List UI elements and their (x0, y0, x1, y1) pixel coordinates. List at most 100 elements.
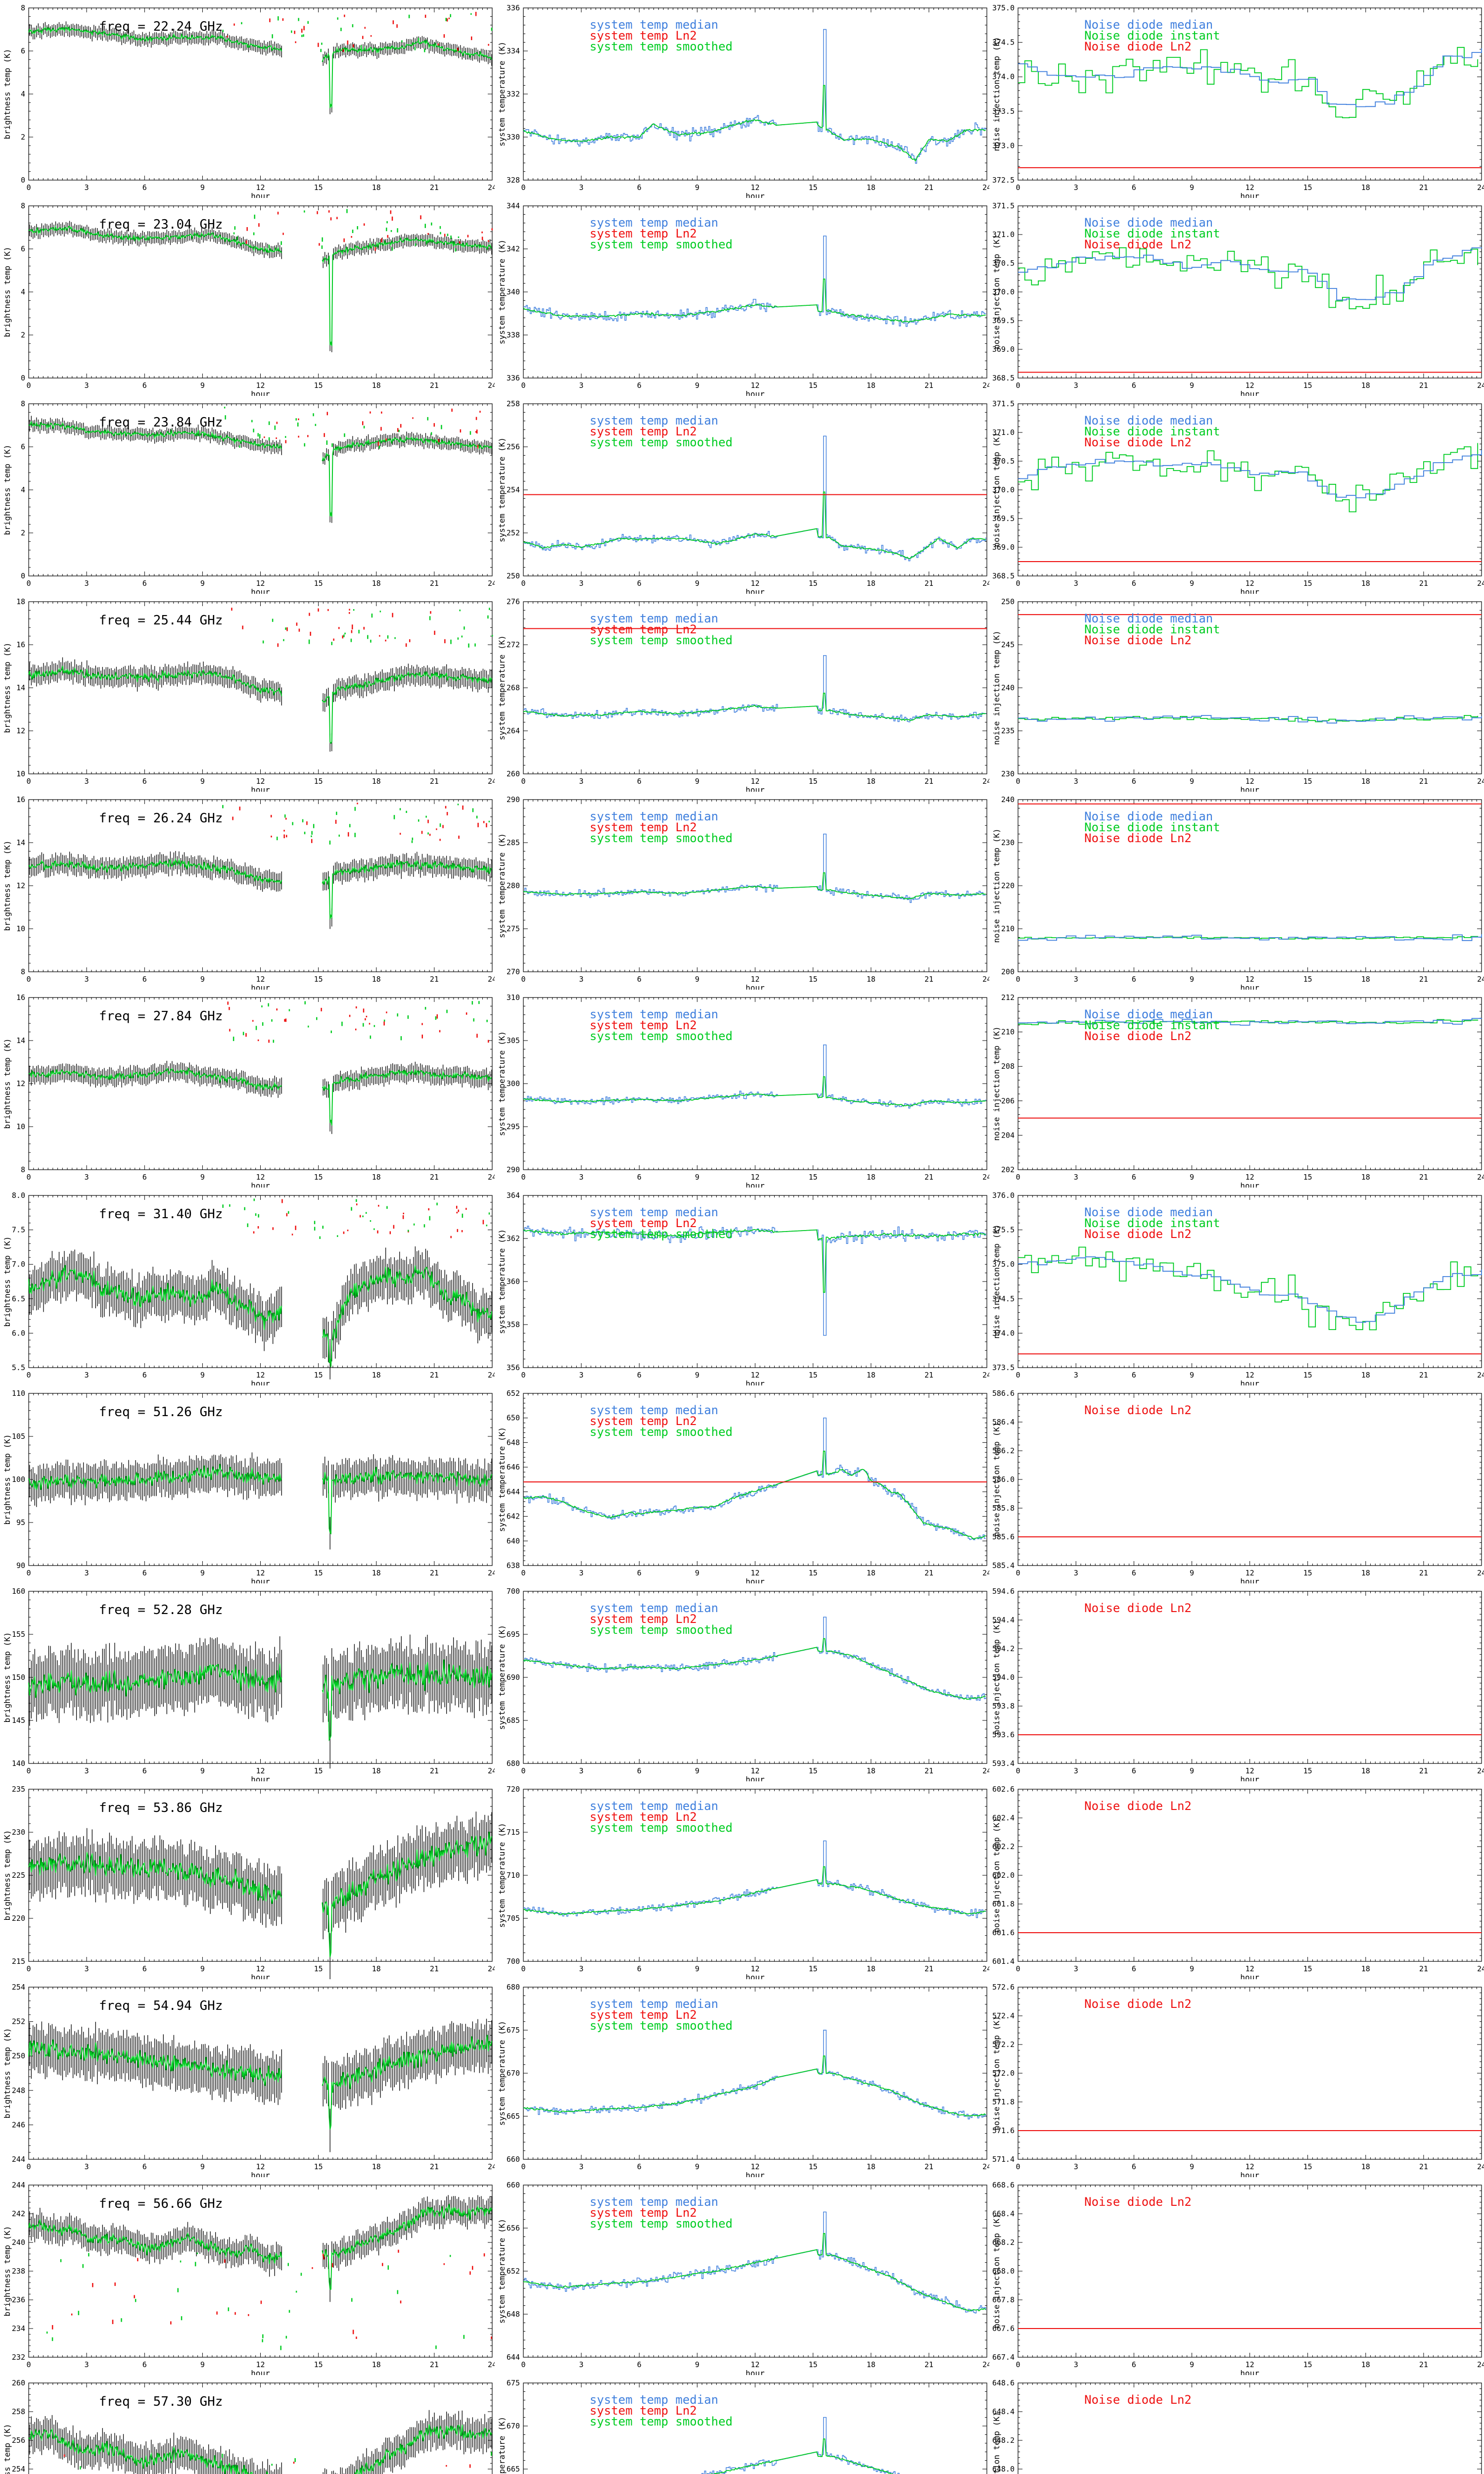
noise-diode-median-series (1018, 715, 1482, 724)
y-tick-label: 602.2 (992, 1842, 1015, 1851)
plot-row7-brightness-temp: 0 3 6 9 12 15 18 21 24 5.5 6.0 6.5 7.0 7.5 8.0 hour brig… (2, 1191, 497, 1388)
y-tick-label: 586.0 (992, 1475, 1015, 1484)
x-tick-label: 6 (142, 2162, 147, 2171)
plot-row3-system-temperature-cell: 0 3 6 9 12 15 18 21 24 250 252 254 256 258 hour system … (495, 396, 991, 597)
plot-row2-noise-injection-temp: 0 3 6 9 12 15 18 21 24 368.5 369.0 369.5 370.0 370.5 3… (992, 201, 1484, 399)
x-tick-label: 21 (430, 2162, 439, 2171)
x-tick-label: 9 (1190, 381, 1194, 390)
system-temp-smoothed-series (523, 1638, 986, 1700)
x-tick-label: 18 (372, 2360, 381, 2369)
y-tick-label: 8 (21, 1165, 25, 1174)
x-tick-label: 9 (1190, 1173, 1194, 1182)
y-tick-label: 594.6 (992, 1587, 1015, 1596)
legend-systemp-green: system temp smoothed (590, 831, 733, 845)
x-axis-title: hour (251, 1181, 270, 1188)
x-tick-label: 18 (372, 1766, 381, 1775)
x-tick-label: 18 (1361, 975, 1370, 984)
x-tick-label: 15 (1303, 777, 1312, 786)
legend-systemp-red: system temp Ln2 (590, 227, 697, 240)
x-tick-label: 0 (26, 2162, 31, 2171)
x-tick-label: 3 (1074, 777, 1078, 786)
x-tick-label: 3 (579, 975, 584, 984)
legend-noisediode-green: Noise diode instant (1084, 29, 1220, 43)
errorbar-series (29, 1634, 492, 1769)
x-tick-label: 6 (142, 1766, 147, 1775)
y-tick-label: 336 (507, 374, 520, 382)
y-tick-label: 330 (507, 133, 520, 142)
x-tick-label: 15 (314, 975, 323, 984)
x-tick-label: 3 (1074, 579, 1078, 588)
x-tick-label: 21 (430, 381, 439, 390)
legend-noisediode-red: Noise diode Ln2 (1084, 1227, 1192, 1241)
plot-row3-noise-injection-temp: 0 3 6 9 12 15 18 21 24 368.5 369.0 369.5 370.0 370.5 3… (992, 399, 1484, 597)
x-axis-title: hour (251, 2369, 270, 2375)
x-tick-label: 15 (1303, 1569, 1312, 1577)
x-tick-label: 0 (1016, 1371, 1020, 1380)
legend-systemp-red: system temp Ln2 (590, 1810, 697, 1824)
y-tick-label: 16 (16, 795, 25, 804)
system-temp-smoothed-series (523, 1866, 986, 1915)
y-tick-label: 648 (507, 2310, 520, 2319)
x-tick-label: 9 (1190, 2162, 1194, 2171)
y-tick-label: 6 (21, 244, 25, 253)
x-tick-label: 3 (579, 777, 584, 786)
x-tick-label: 24 (1477, 777, 1484, 786)
x-tick-label: 12 (256, 2360, 265, 2369)
x-tick-label: 9 (695, 777, 699, 786)
x-tick-label: 21 (430, 1173, 439, 1182)
freq-title: freq = 23.84 GHz (99, 415, 223, 430)
legend-noisediode-red: Noise diode Ln2 (1084, 1799, 1192, 1813)
x-tick-label: 12 (256, 2162, 265, 2171)
y-axis-title: noise injection temp (K) (992, 37, 1001, 151)
y-tick-label: 374.5 (992, 1294, 1015, 1303)
y-tick-label: 593.4 (992, 1759, 1015, 1768)
outlier-speckles (231, 608, 493, 648)
y-axis-title: system temperature (K) (497, 1031, 507, 1136)
x-tick-label: 12 (750, 1766, 759, 1775)
noise-diode-median-series (1018, 934, 1482, 941)
y-axis-title: system temperature (K) (497, 42, 507, 146)
x-axis-title: hour (251, 1577, 270, 1583)
x-tick-label: 9 (1190, 183, 1194, 192)
x-tick-label: 12 (1245, 381, 1254, 390)
brightness-temp-series (322, 1265, 492, 1367)
x-axis-title: hour (1240, 1379, 1259, 1385)
plot-row2-noise-injection-temp-cell: 0 3 6 9 12 15 18 21 24 368.5 369.0 369.5 370.0 370.5 3… (989, 198, 1484, 399)
legend-systemp-green: system temp smoothed (590, 238, 733, 251)
x-tick-label: 18 (372, 777, 381, 786)
errorbar-series (29, 1246, 492, 1380)
axis-ticks (1018, 1789, 1482, 1962)
x-axis-title: hour (1240, 2369, 1259, 2375)
x-tick-label: 9 (695, 579, 699, 588)
legend-systemp-red: system temp Ln2 (590, 820, 697, 834)
y-tick-label: 586.2 (992, 1446, 1015, 1455)
legend-systemp-green: system temp smoothed (590, 40, 733, 53)
y-tick-label: 110 (12, 1389, 25, 1398)
legend-noisediode-red: Noise diode Ln2 (1084, 1029, 1192, 1043)
brightness-temp-series (354, 2424, 492, 2474)
legend-systemp-green: system temp smoothed (590, 2019, 733, 2033)
legend-systemp-red: system temp Ln2 (590, 29, 697, 43)
freq-title: freq = 31.40 GHz (99, 1207, 223, 1222)
errorbar-series (29, 21, 492, 114)
y-tick-label: 668.4 (992, 2209, 1015, 2218)
plot-row12-brightness-temp-cell: 0 3 6 9 12 15 18 21 24 232 234 236 238 240 242 244 hour b… (0, 2177, 497, 2378)
brightness-temp-series (28, 1265, 282, 1330)
y-tick-label: 235 (12, 1785, 25, 1794)
x-axis-title: hour (1240, 983, 1259, 990)
x-tick-label: 18 (867, 381, 876, 390)
y-tick-label: 571.6 (992, 2126, 1015, 2135)
x-tick-label: 0 (1016, 579, 1020, 588)
y-tick-label: 593.8 (992, 1702, 1015, 1711)
y-tick-label: 665 (507, 2112, 520, 2121)
x-axis-title: hour (745, 2369, 765, 2375)
x-tick-label: 18 (372, 2162, 381, 2171)
x-tick-label: 0 (26, 1569, 31, 1577)
x-tick-label: 3 (1074, 1371, 1078, 1380)
legend-systemp-green: system temp smoothed (590, 2217, 733, 2231)
y-axis-title: noise injection temp (K) (992, 1818, 1001, 1932)
x-tick-label: 3 (85, 2360, 89, 2369)
x-axis-title: hour (1240, 389, 1259, 396)
legend-systemp-red: system temp Ln2 (590, 1018, 697, 1032)
